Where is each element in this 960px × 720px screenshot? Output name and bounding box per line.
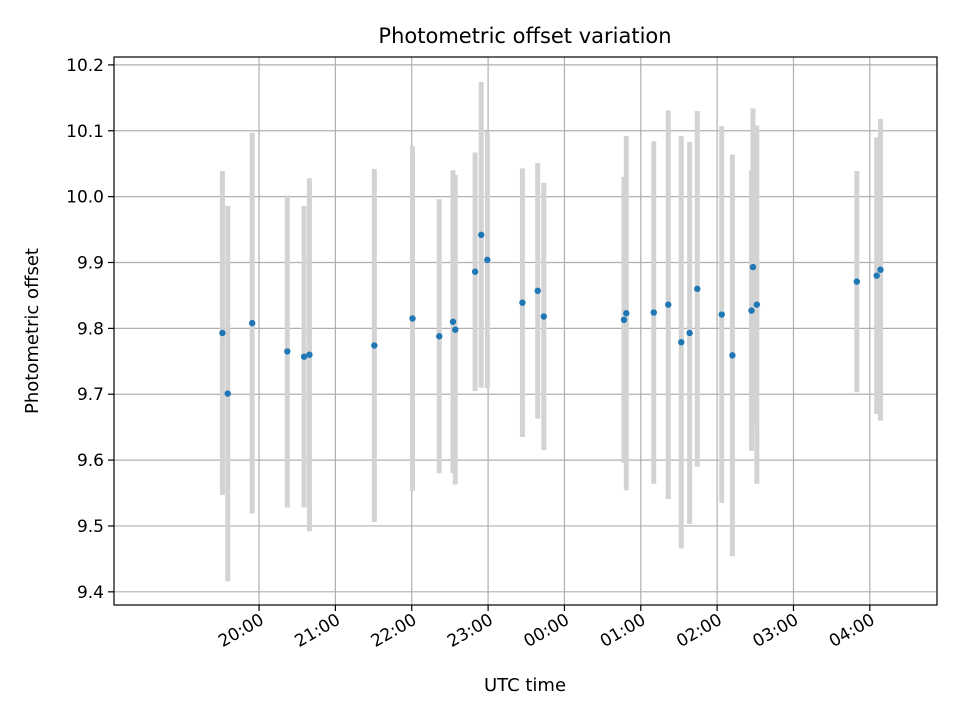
y-tick-label: 10.0	[66, 188, 104, 208]
y-axis-label: Photometric offset	[22, 248, 43, 414]
data-point	[694, 285, 701, 293]
data-point	[219, 329, 226, 337]
data-point	[306, 351, 313, 358]
y-tick-label: 9.9	[77, 254, 104, 274]
data-point	[540, 313, 548, 320]
data-point	[371, 342, 378, 349]
y-tick-label: 9.5	[77, 517, 104, 537]
data-point	[678, 338, 685, 346]
data-point	[436, 333, 443, 340]
data-point	[623, 310, 630, 317]
data-point	[484, 256, 491, 264]
data-point	[224, 390, 231, 397]
point-layer	[219, 231, 884, 397]
plot-frame	[113, 56, 938, 606]
data-point	[471, 268, 479, 275]
x-axis-label: UTC time	[484, 675, 566, 696]
data-point	[449, 318, 457, 325]
data-point	[749, 263, 757, 271]
y-tick-label: 9.6	[77, 451, 104, 471]
data-point	[665, 301, 672, 308]
data-point	[718, 311, 725, 318]
data-point	[248, 319, 256, 327]
data-point	[409, 315, 416, 322]
data-point	[478, 231, 485, 239]
data-point	[753, 301, 761, 308]
y-tick-label: 9.7	[77, 385, 104, 405]
data-point	[519, 299, 526, 306]
data-point	[877, 266, 884, 273]
data-point	[748, 307, 755, 314]
data-point	[853, 278, 861, 285]
data-point	[650, 309, 657, 316]
y-tick-label: 10.1	[66, 122, 104, 142]
data-point	[534, 287, 541, 295]
data-point	[300, 353, 308, 360]
y-tick-label: 9.4	[77, 583, 104, 603]
data-point	[284, 348, 291, 355]
data-point	[686, 329, 693, 337]
data-point	[452, 326, 459, 333]
chart-title: Photometric offset variation	[378, 24, 671, 48]
y-tick-label: 9.8	[77, 319, 104, 339]
y-tick-label: 10.2	[66, 56, 104, 76]
data-point	[729, 352, 736, 359]
data-point	[873, 272, 880, 279]
data-point	[620, 316, 628, 324]
